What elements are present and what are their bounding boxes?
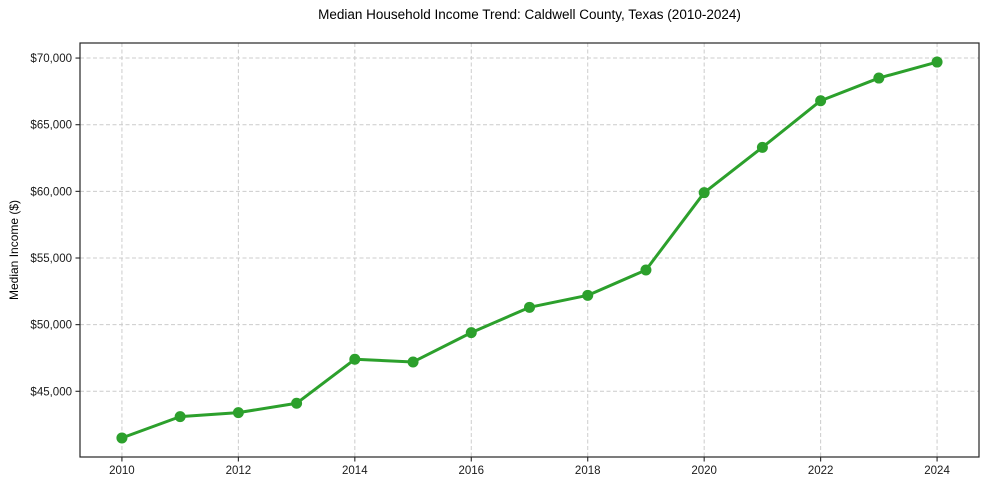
data-point xyxy=(465,327,477,339)
y-tick-label: $60,000 xyxy=(30,186,72,198)
trend-line xyxy=(120,60,939,440)
chart-title: Median Household Income Trend: Caldwell … xyxy=(318,7,741,22)
data-point xyxy=(931,56,943,68)
x-tick-label: 2018 xyxy=(575,465,601,477)
data-point xyxy=(582,289,594,301)
axis-frame xyxy=(79,42,980,458)
data-point xyxy=(640,264,652,276)
y-tick-label: $70,000 xyxy=(30,53,72,65)
y-tick-label: $65,000 xyxy=(30,120,72,132)
data-point xyxy=(756,141,768,153)
data-point xyxy=(407,356,419,368)
data-point xyxy=(524,301,535,313)
x-tick-label: 2024 xyxy=(924,465,950,477)
data-point xyxy=(815,95,827,107)
data-point xyxy=(174,411,186,423)
x-tick-label: 2010 xyxy=(109,465,135,477)
data-point xyxy=(698,187,710,199)
x-tick-label: 2022 xyxy=(808,465,834,477)
y-tick-label: $50,000 xyxy=(30,320,72,332)
data-point xyxy=(873,72,885,84)
x-tick-label: 2020 xyxy=(691,465,717,477)
x-tick-label: 2012 xyxy=(226,465,252,477)
data-point xyxy=(349,353,361,365)
data-point xyxy=(291,397,303,409)
x-tick-label: 2014 xyxy=(342,465,368,477)
data-point xyxy=(232,407,244,419)
data-point xyxy=(116,432,128,444)
y-tick-label: $55,000 xyxy=(30,253,72,265)
y-tick-label: $45,000 xyxy=(30,386,72,398)
x-tick-label: 2016 xyxy=(458,465,484,477)
